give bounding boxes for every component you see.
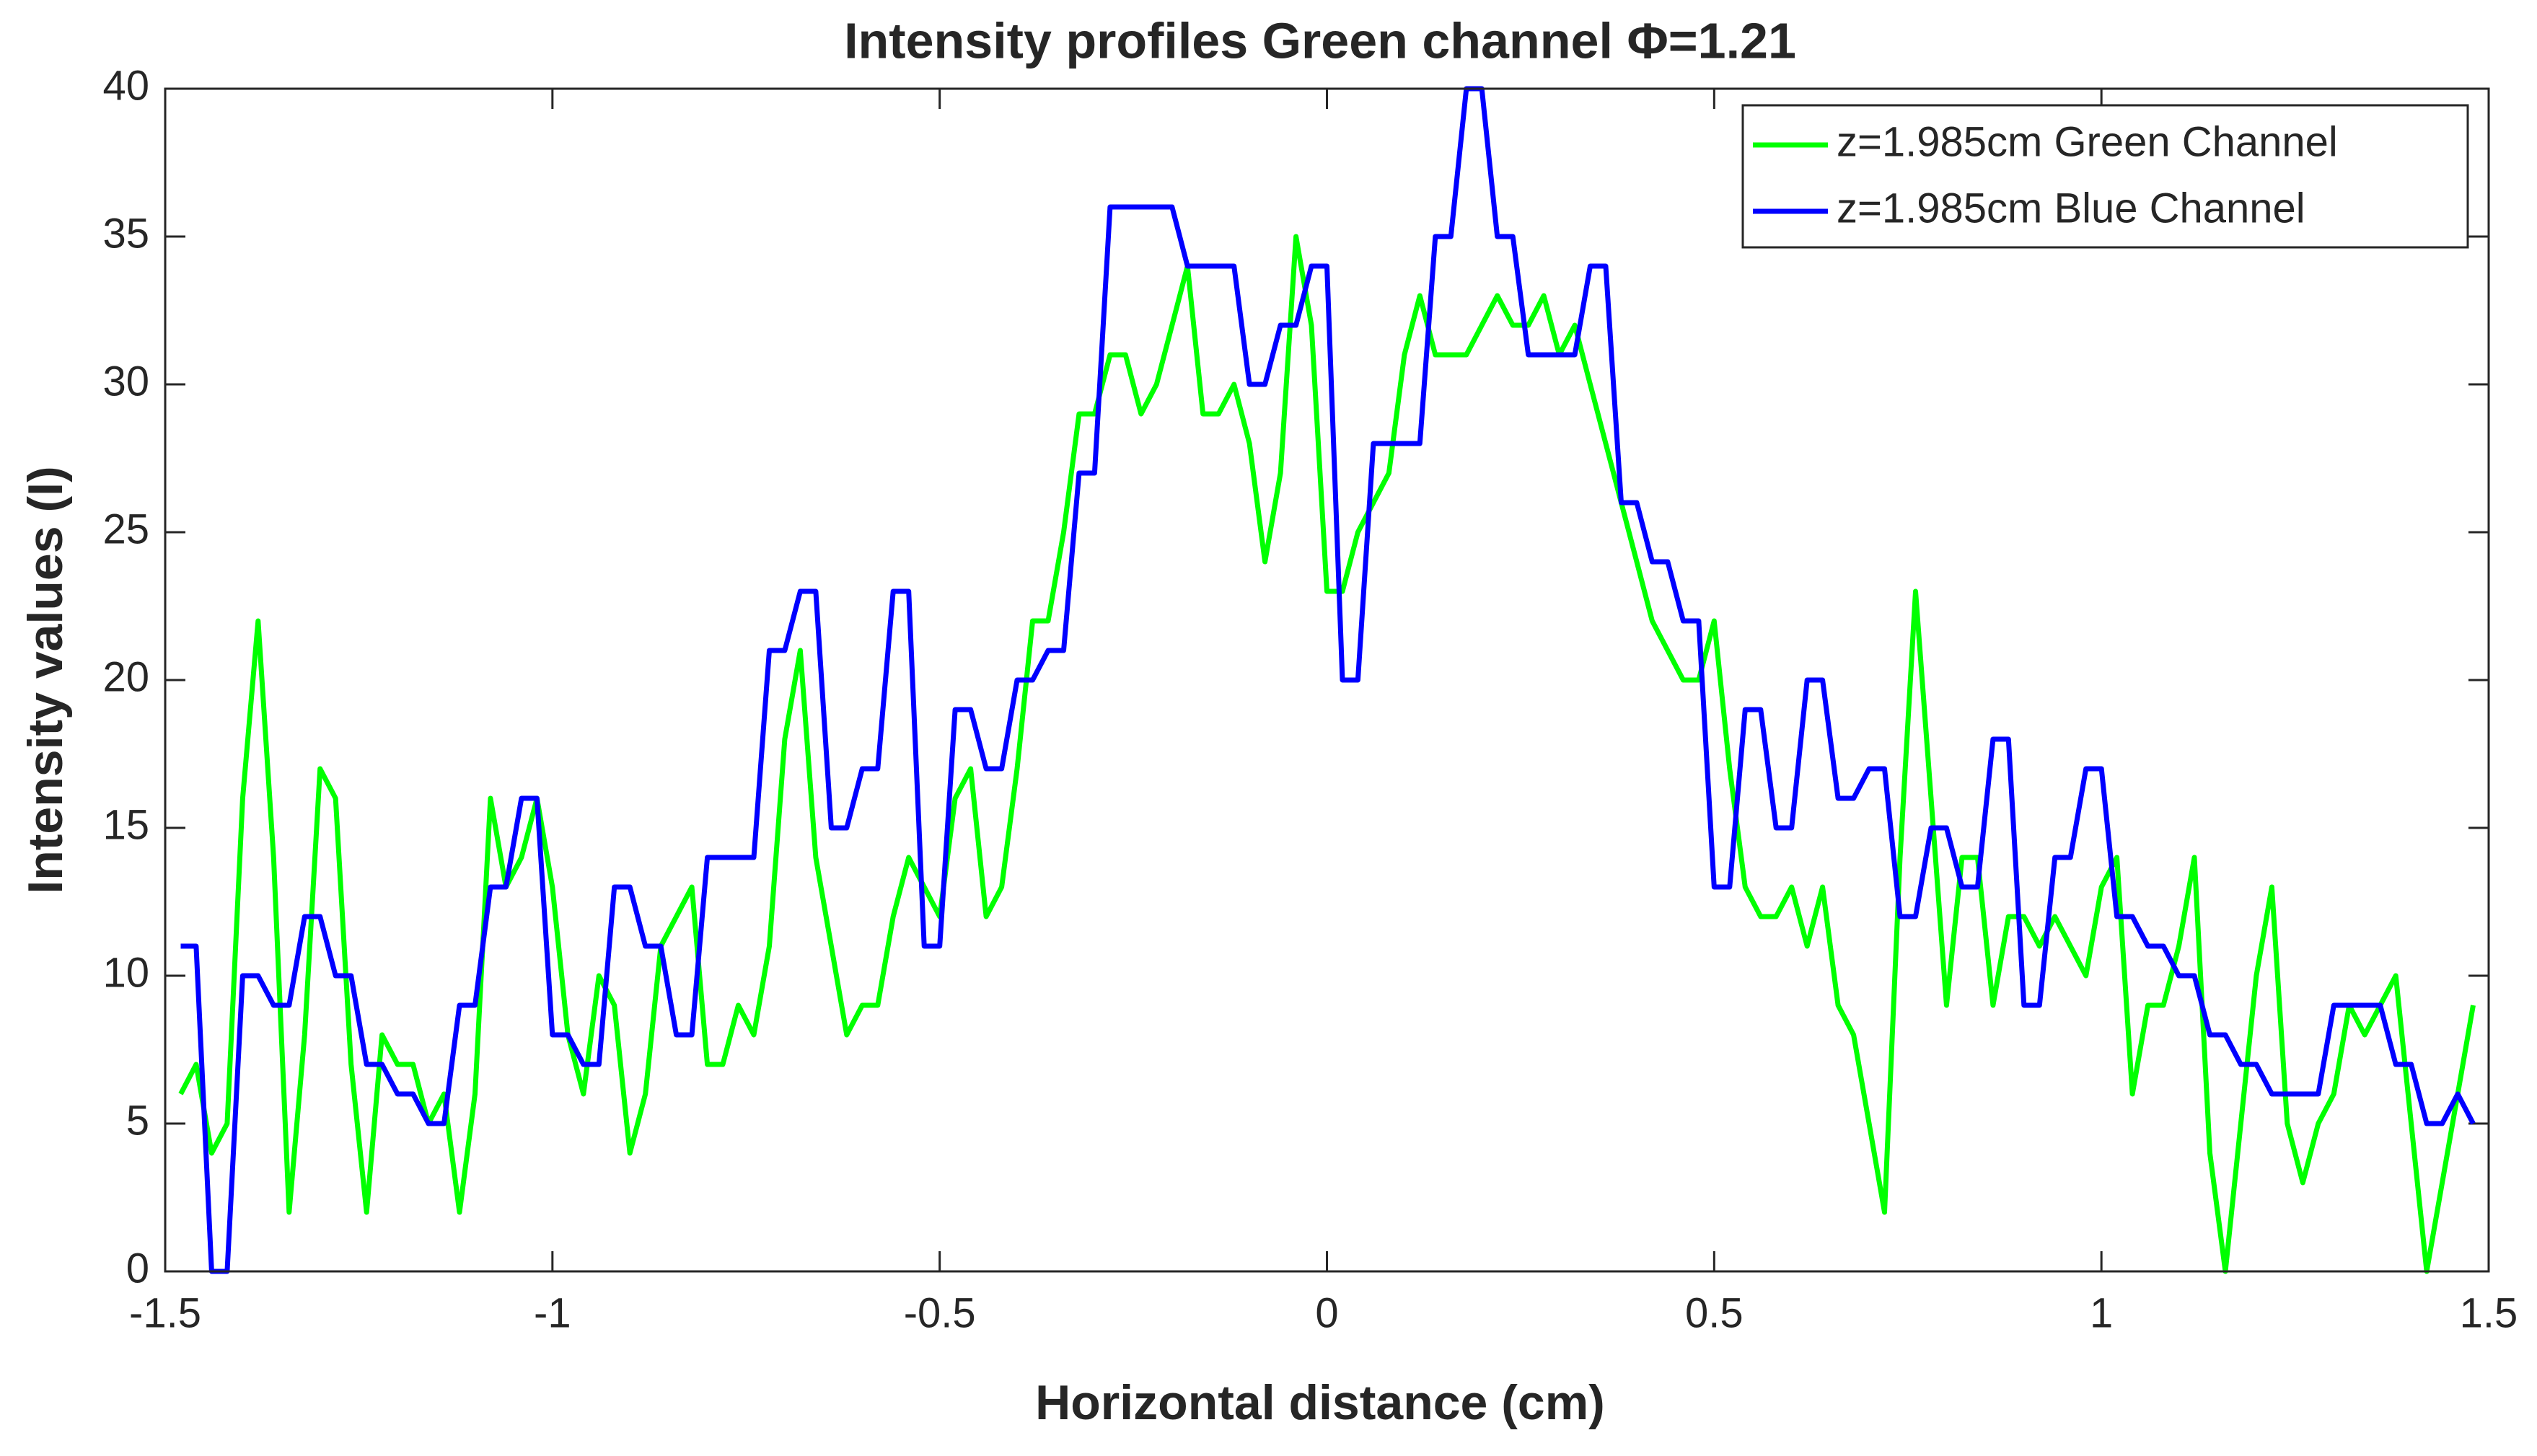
y-tick-label: 20 <box>102 653 149 700</box>
y-axis-label: Intensity values (I) <box>18 466 73 894</box>
x-axis-label: Horizontal distance (cm) <box>1035 1375 1605 1430</box>
data-line <box>178 234 2476 1274</box>
y-tick-label: 10 <box>102 949 149 996</box>
x-tick-label: -1 <box>534 1289 571 1336</box>
x-tick-label: 0.5 <box>1685 1289 1744 1336</box>
x-tick-label: 0 <box>1315 1289 1338 1336</box>
y-tick-label: 25 <box>102 506 149 552</box>
y-tick-label: 30 <box>102 358 149 405</box>
y-tick-label: 40 <box>102 62 149 109</box>
legend-box <box>1741 104 2469 249</box>
chart-title: Intensity profiles Green channel Φ=1.21 <box>844 12 1796 69</box>
y-tick-label: 0 <box>126 1245 149 1292</box>
data-line <box>180 86 2476 1274</box>
legend-label: z=1.985cm Blue Channel <box>1837 185 2305 231</box>
axes-box <box>164 87 2490 1273</box>
y-tick-label: 35 <box>102 210 149 257</box>
legend-label: z=1.985cm Green Channel <box>1837 118 2338 165</box>
y-tick-label: 5 <box>126 1097 149 1144</box>
y-tick-label: 15 <box>102 801 149 848</box>
x-tick-label: -0.5 <box>904 1289 976 1336</box>
x-tick-label: -1.5 <box>129 1289 201 1336</box>
x-tick-label: 1 <box>2090 1289 2113 1336</box>
x-tick-label: 1.5 <box>2460 1289 2518 1336</box>
